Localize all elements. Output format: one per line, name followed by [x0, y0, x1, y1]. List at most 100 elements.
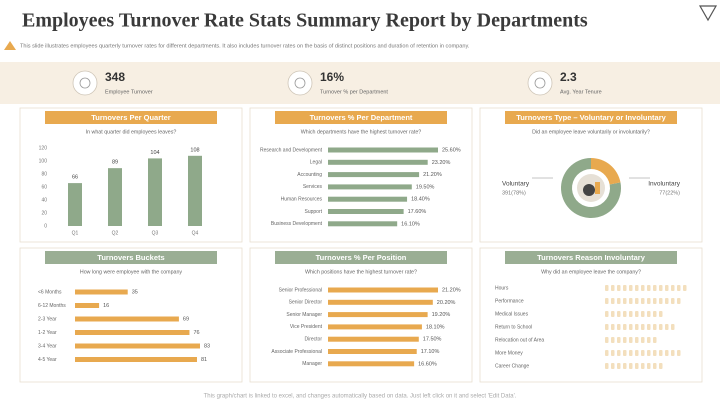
person-icon — [623, 298, 627, 304]
bar — [328, 287, 438, 293]
data-label: 83 — [204, 343, 210, 349]
person-icon — [647, 298, 651, 304]
bar — [328, 336, 419, 342]
person-icon — [605, 311, 609, 317]
panel-subtitle: Did an employee leave voluntarily or inv… — [532, 129, 650, 135]
data-label: 20.20% — [437, 300, 456, 306]
kpi-icon — [72, 70, 98, 96]
panel-header — [505, 251, 677, 264]
kpi-value: 2.3 — [560, 70, 577, 84]
page-subtitle: This slide illustrates employees quarter… — [20, 43, 470, 49]
data-label: 17.10% — [421, 349, 440, 355]
person-icon — [641, 350, 645, 356]
person-icon — [641, 285, 645, 291]
person-icon — [677, 298, 681, 304]
panel-title: Turnovers % Per Department — [310, 113, 413, 122]
bar — [75, 289, 128, 295]
kpi-value: 16% — [320, 70, 344, 84]
data-label: 18.40% — [411, 197, 430, 203]
person-icon — [635, 363, 639, 369]
data-label: 16 — [103, 303, 109, 309]
person-icon — [647, 350, 651, 356]
category-label: Services — [303, 184, 323, 190]
panel-title: Turnovers Reason Involuntary — [537, 253, 646, 262]
bar — [68, 183, 82, 226]
icon-row — [605, 298, 681, 304]
bar — [328, 209, 404, 214]
person-icon — [623, 285, 627, 291]
bar — [148, 158, 162, 226]
person-icon — [653, 324, 657, 330]
bar — [188, 155, 202, 226]
person-icon — [617, 311, 621, 317]
person-icon — [647, 337, 651, 343]
person-icon — [629, 324, 633, 330]
y-tick-label: 40 — [41, 197, 47, 203]
person-icon — [617, 350, 621, 356]
category-label: Manager — [302, 361, 322, 367]
person-icon — [653, 337, 657, 343]
data-label: 17.50% — [423, 337, 442, 343]
person-icon — [653, 363, 657, 369]
data-label: 16.60% — [418, 361, 437, 367]
charts: Turnovers Per Quarter In what quarter did… — [19, 107, 703, 383]
data-label: 77(22%) — [659, 190, 680, 196]
person-icon — [659, 363, 663, 369]
person-icon — [647, 311, 651, 317]
data-label: 21.20% — [423, 172, 442, 178]
person-icon — [611, 363, 615, 369]
person-icon — [641, 337, 645, 343]
panel-header — [45, 251, 217, 264]
bar — [328, 312, 428, 318]
person-icon — [617, 285, 621, 291]
icon-row — [605, 337, 657, 343]
data-label: 89 — [112, 160, 118, 166]
category-label: Legal — [310, 160, 322, 166]
panel-title: Turnovers Per Quarter — [91, 113, 171, 122]
panel-subtitle: Which departments have the highest turno… — [301, 129, 421, 135]
data-label: 69 — [183, 316, 189, 322]
category-label: Senior Professional — [279, 287, 322, 293]
data-label: 17.60% — [408, 209, 427, 215]
category-label: 6-12 Months — [38, 303, 66, 309]
person-icon — [623, 324, 627, 330]
category-label: Performance — [495, 298, 524, 304]
person-icon — [605, 363, 609, 369]
person-icon — [635, 350, 639, 356]
data-label: 16.10% — [401, 221, 420, 227]
person-icon — [647, 285, 651, 291]
center-icon — [583, 184, 595, 196]
category-label: Relocation out of Area — [495, 337, 544, 343]
x-tick-label: Q2 — [112, 230, 119, 236]
category-label: Accounting — [297, 172, 322, 178]
icon-row — [605, 350, 681, 356]
kpi-row: 348 Employee Turnover 16% Turnover % per De… — [72, 70, 602, 96]
bar — [328, 324, 422, 330]
person-icon — [629, 311, 633, 317]
bar — [328, 349, 417, 354]
data-label: 21.20% — [442, 287, 461, 293]
category-label: Research and Development — [260, 147, 323, 153]
person-icon — [641, 311, 645, 317]
category-label: Medical Issues — [495, 311, 529, 317]
panel-subtitle: How long were employee with the company — [80, 269, 183, 275]
category-label: More Money — [495, 350, 523, 356]
y-tick-label: 60 — [41, 184, 47, 190]
person-icon — [635, 298, 639, 304]
category-label: Human Resources — [281, 197, 323, 203]
decor-icon — [4, 41, 16, 50]
icon-row — [605, 363, 663, 369]
person-icon — [635, 311, 639, 317]
person-icon — [605, 324, 609, 330]
icon-row — [605, 324, 675, 330]
kpi-icon — [527, 70, 553, 96]
category-label: <6 Months — [38, 289, 62, 295]
bar — [75, 316, 179, 322]
person-icon — [677, 350, 681, 356]
kpi-label: Avg. Year Tenure — [560, 89, 602, 95]
bar — [328, 147, 438, 153]
y-tick-label: 100 — [39, 158, 48, 164]
person-icon — [659, 311, 663, 317]
person-icon — [635, 324, 639, 330]
